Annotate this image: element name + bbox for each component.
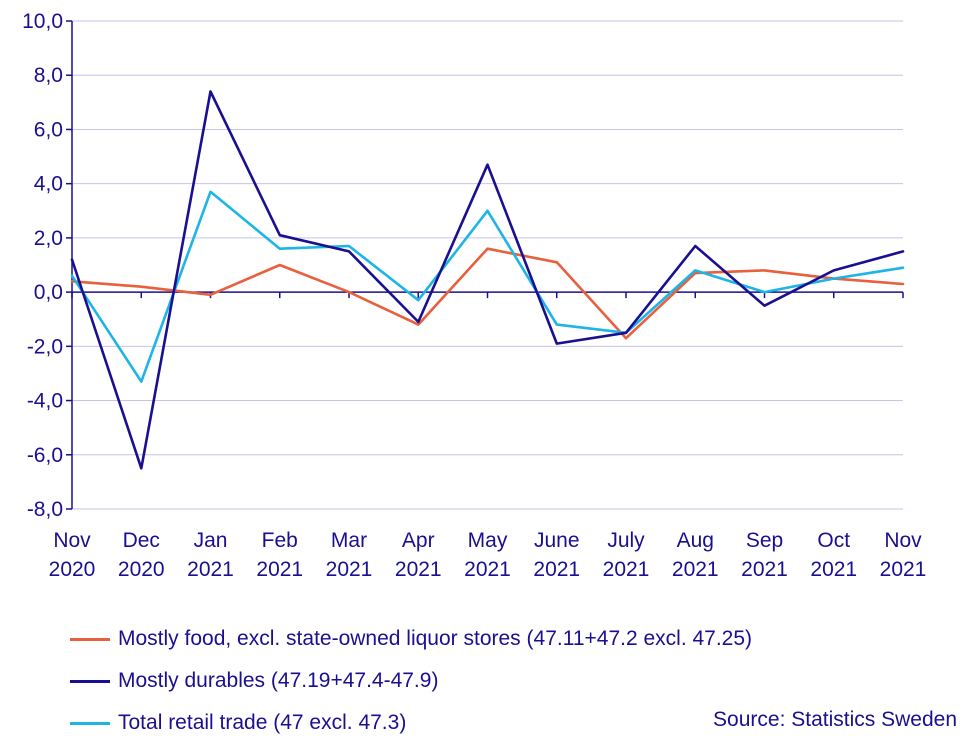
legend-item-total: Total retail trade (47 excl. 47.3)	[70, 702, 752, 744]
y-tick-label: 2,0	[34, 227, 63, 250]
x-tick-label-year: 2021	[880, 558, 927, 581]
legend-label-food: Mostly food, excl. state-owned liquor st…	[118, 627, 753, 650]
y-tick-label: 8,0	[34, 64, 63, 87]
series-food-line	[70, 247, 905, 340]
y-tick-label: 6,0	[34, 118, 63, 141]
y-tick-label: 4,0	[34, 173, 63, 196]
y-tick-label: 10,0	[22, 10, 63, 33]
y-tick-label: -2,0	[27, 335, 63, 358]
x-tick-label-month: May	[468, 529, 508, 552]
y-axis-ticks: 10,0 8,0 6,0 4,0 2,0 0,0 -2,0 -4,0 -6,0 -8,0	[22, 10, 72, 521]
x-tick-label-year: 2021	[256, 558, 303, 581]
line-chart: 10,0 8,0 6,0 4,0 2,0 0,0 -2,0 -4,0 -6,0 -8,0 Nov 2…	[22, 10, 927, 581]
x-tick-label-month: Aug	[677, 529, 714, 552]
x-tick-label-month: Nov	[884, 529, 922, 552]
x-tick-label-year: 2020	[118, 558, 165, 581]
source-note: Source: Statistics Sweden	[713, 708, 957, 731]
series-durables-line	[70, 90, 905, 470]
x-tick-label-year: 2021	[395, 558, 442, 581]
x-tick-label-year: 2021	[533, 558, 580, 581]
x-tick-label-month: July	[607, 529, 645, 552]
x-tick-label-month: Sep	[746, 529, 783, 552]
legend: Mostly food, excl. state-owned liquor st…	[70, 618, 752, 744]
series-total-line	[70, 190, 905, 383]
x-tick-label-month: Apr	[402, 529, 435, 552]
y-tick-label: -4,0	[27, 390, 63, 413]
y-tick-label: -8,0	[27, 498, 63, 521]
series-lines	[70, 90, 905, 470]
legend-item-food: Mostly food, excl. state-owned liquor st…	[70, 618, 752, 660]
grid-lines	[72, 20, 903, 510]
x-tick-label-year: 2020	[49, 558, 96, 581]
x-tick-label-month: Feb	[262, 529, 298, 552]
x-tick-label-month: Jan	[194, 529, 228, 552]
x-tick-label-year: 2021	[672, 558, 719, 581]
legend-swatch-total	[70, 721, 110, 725]
x-tick-label-year: 2021	[464, 558, 511, 581]
legend-item-durables: Mostly durables (47.19+47.4-47.9)	[70, 660, 752, 702]
x-tick-label-month: Dec	[123, 529, 160, 552]
legend-swatch-durables	[70, 679, 110, 683]
x-tick-label-month: Nov	[53, 529, 91, 552]
legend-label-durables: Mostly durables (47.19+47.4-47.9)	[118, 669, 439, 692]
x-tick-label-year: 2021	[603, 558, 650, 581]
legend-swatch-food	[70, 637, 110, 641]
x-axis-ticks: Nov 2020 Dec 2020 Jan 2021 Feb 2021 Mar 2021 Apr 20…	[49, 292, 927, 581]
y-tick-label: -6,0	[27, 444, 63, 467]
x-tick-label-year: 2021	[810, 558, 857, 581]
x-tick-label-year: 2021	[326, 558, 373, 581]
x-tick-label-year: 2021	[741, 558, 788, 581]
x-tick-label-month: June	[534, 529, 580, 552]
x-tick-label-month: Mar	[331, 529, 367, 552]
y-tick-label: 0,0	[34, 281, 63, 304]
axes	[71, 21, 903, 509]
x-tick-label-month: Oct	[817, 529, 850, 552]
legend-label-total: Total retail trade (47 excl. 47.3)	[118, 711, 407, 734]
x-tick-label-year: 2021	[187, 558, 234, 581]
